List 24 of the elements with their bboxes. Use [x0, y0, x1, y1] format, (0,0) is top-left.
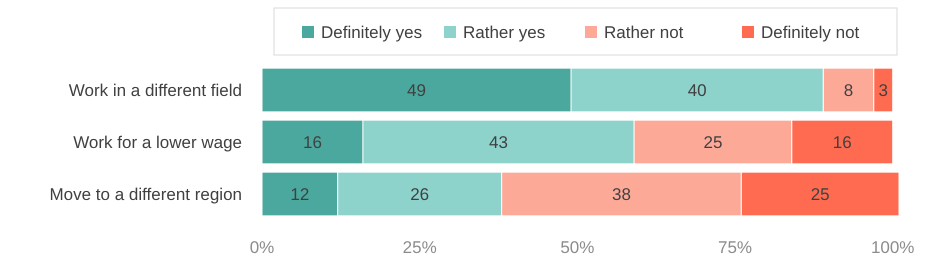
data-label: 16	[302, 132, 322, 152]
y-tick-label: Work for a lower wage	[73, 132, 242, 152]
y-tick-label: Work in a different field	[68, 80, 242, 100]
data-label: 49	[407, 80, 426, 100]
legend-label: Definitely not	[761, 22, 860, 42]
data-label: 12	[290, 184, 310, 204]
data-label: 40	[688, 80, 707, 100]
data-label: 25	[703, 132, 722, 152]
x-tick-label: 0%	[250, 238, 274, 257]
data-label: 43	[489, 132, 508, 152]
legend-label: Definitely yes	[321, 22, 422, 42]
text: Rather yes	[463, 22, 546, 42]
x-tick-label: 100%	[870, 238, 914, 257]
data-label: 25	[810, 184, 830, 204]
data-label: 26	[410, 184, 430, 204]
data-label: 3	[878, 80, 888, 100]
data-label: 8	[844, 80, 854, 100]
legend-label: Rather not	[604, 22, 684, 42]
data-label: 38	[612, 184, 631, 204]
data-label: 16	[832, 132, 852, 152]
x-tick-label: 25%	[402, 238, 437, 257]
y-tick-label: Move to a different region	[50, 184, 242, 204]
x-tick-label: 75%	[718, 238, 752, 257]
x-tick-label: 50%	[560, 238, 594, 257]
